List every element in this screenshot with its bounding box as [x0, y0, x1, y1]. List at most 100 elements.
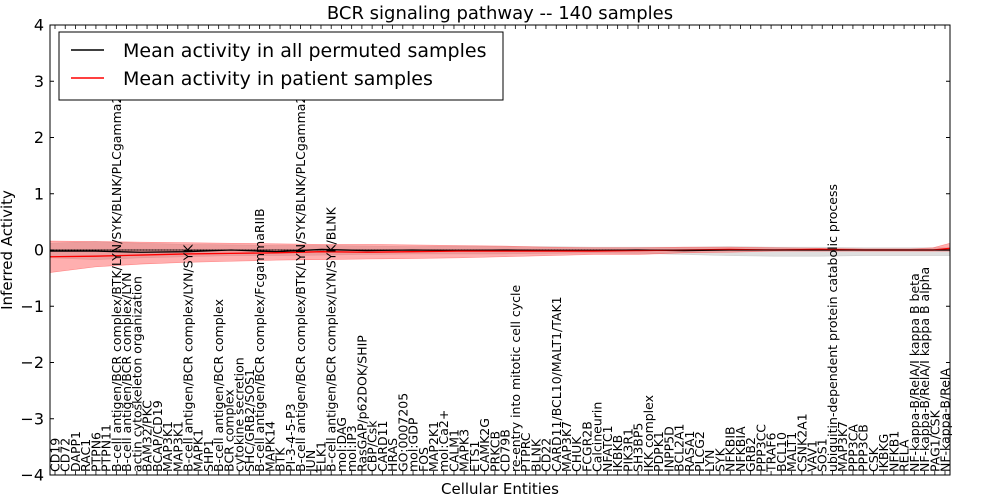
- x-category-label: INPP5D: [661, 426, 676, 472]
- x-category-label: B-cell antigen/BCR complex: [211, 299, 226, 472]
- x-category-label: JUN: [303, 450, 318, 473]
- x-category-label: BCL2A1: [672, 423, 687, 472]
- x-category-label: PTPN11: [99, 424, 114, 472]
- x-category-label: RELA: [897, 439, 912, 472]
- x-category-label: CSK: [866, 446, 881, 472]
- x-axis-label: Cellular Entities: [441, 480, 559, 498]
- x-category-label: B-cell antigen/BCR complex/BTK/LYN/SYK/B…: [109, 41, 124, 472]
- x-category-label: MALT1: [784, 432, 799, 472]
- x-category-label: PIK3R1: [620, 428, 635, 472]
- x-category-label: TRAF6: [764, 432, 779, 473]
- y-tick-label: −4: [20, 466, 44, 485]
- x-category-label: BCL10: [774, 432, 789, 472]
- y-axis-label: Inferred Activity: [0, 190, 16, 310]
- x-category-label: actin cytoskeleton organization: [129, 276, 144, 472]
- x-category-label: GRB2: [743, 437, 758, 472]
- chart-title: BCR signaling pathway -- 140 samples: [327, 3, 673, 24]
- x-category-label: PTPN6: [88, 432, 103, 472]
- x-category-label: CBP/Csk: [365, 420, 380, 472]
- x-category-label: IKBKB: [610, 435, 625, 472]
- x-category-label: NF-kappa-B/RelA/I kappa B alpha: [917, 267, 932, 472]
- x-category-label: PTPRC: [518, 432, 533, 472]
- y-tick-label: 2: [34, 128, 44, 147]
- x-category-label: NFKBIB: [723, 426, 738, 472]
- x-category-label: mol:GDP: [406, 417, 421, 472]
- x-category-label: MAP3K7: [559, 421, 574, 472]
- x-category-label: SHC/GRB2/SOS1: [242, 369, 257, 472]
- legend-box: [58, 31, 504, 101]
- x-category-label: CARD11/BCL10/MALT1/TAK1: [549, 296, 564, 472]
- x-category-label: PPP3CA: [845, 424, 860, 472]
- x-category-label: PRKCB: [487, 431, 502, 472]
- x-category-label: NF-kappa-B/RelA/I kappa B beta: [907, 273, 922, 472]
- y-tick-label: 3: [34, 72, 44, 91]
- y-axis: −4 −3 −2 −1 0 1 2 3 4: [20, 16, 44, 485]
- x-category-label: BLNK: [528, 438, 543, 472]
- x-category-label: BTK: [273, 447, 288, 472]
- x-category-label: CARD11: [375, 421, 390, 473]
- x-category-label: mol:IP3: [344, 425, 359, 472]
- y-tick-label: −1: [20, 297, 44, 316]
- x-category-label: B-cell antigen/BCR complex/FcgammaRIIB: [252, 208, 267, 472]
- y-tick-label: 0: [34, 241, 44, 260]
- x-category-label: HRAS: [385, 438, 400, 472]
- x-category-label: NFATC1: [600, 425, 615, 472]
- x-category-label: BAM32/PKC: [140, 400, 155, 472]
- x-category-label: IKBKG: [876, 434, 891, 472]
- x-category-label: NF-kappa-B/RelA: [938, 368, 953, 472]
- x-category-label: CSNK2A1: [794, 413, 809, 472]
- legend: Mean activity in all permuted samples Mea…: [58, 31, 504, 101]
- x-category-label: NFKB1: [886, 431, 901, 472]
- x-category-label: CD22: [539, 438, 554, 472]
- x-category-label: B-cell antigen/BCR complex/LYN: [119, 273, 134, 473]
- x-category-label: SOS1: [815, 438, 830, 472]
- x-category-label: FCGR2B: [579, 421, 594, 472]
- x-category-label: PPP3CB: [856, 424, 871, 472]
- legend-label: Mean activity in patient samples: [123, 68, 433, 90]
- x-category-label: CD72: [58, 438, 73, 472]
- y-tick-label: −3: [20, 409, 44, 428]
- x-category-label: ELK1: [313, 441, 328, 472]
- x-category-label: VAV1: [805, 440, 820, 472]
- x-category-label: Calcineurin: [590, 402, 605, 472]
- x-category-label: PAG1/CSK: [927, 409, 942, 472]
- y-tick-label: 1: [34, 184, 44, 203]
- x-category-label: MAP2K1: [426, 421, 441, 472]
- x-category-label: NFKBIA: [733, 426, 748, 472]
- y-tick-label: −2: [20, 353, 44, 372]
- x-category-label: cytokine secretion: [232, 357, 247, 472]
- x-category-label: MAPK3: [457, 429, 472, 472]
- x-category-label: GO:0007205: [395, 393, 410, 472]
- x-category-label: RasGAP/p62DOK/SHIP: [354, 335, 369, 472]
- x-category-label: SH3BP5: [631, 423, 646, 472]
- x-category-label: FOS: [416, 447, 431, 472]
- x-category-label: SHP1: [201, 439, 216, 472]
- x-category-label: MAPK14: [262, 421, 277, 472]
- x-category-label: DAPP1: [68, 431, 83, 472]
- x-category-label: re-entry into mitotic cell cycle: [508, 284, 523, 472]
- x-category-label: BCAP/CD19: [150, 400, 165, 472]
- x-category-label: B-cell antigen/BCR complex/LYN/SYK/BLNK: [324, 206, 339, 472]
- x-category-label: RASA1: [682, 431, 697, 472]
- x-category-label: IKK complex: [641, 395, 656, 472]
- x-category-label: BCR complex: [221, 389, 236, 472]
- x-category-label: CAMK2G: [477, 418, 492, 472]
- x-category-label: PI-3-4-5-P3: [283, 403, 298, 472]
- x-category-label: ubiquitin-dependent protein catabolic pr…: [825, 184, 840, 472]
- x-category-label: ETS1: [467, 441, 482, 472]
- series-lines: [49, 247, 951, 258]
- x-category-label: CD79B: [498, 429, 513, 472]
- x-category-label: PPP3CC: [753, 424, 768, 472]
- y-tick-label: 4: [34, 16, 44, 35]
- x-category-label: CALM1: [446, 429, 461, 472]
- x-category-label: SYK: [712, 447, 727, 472]
- x-category-label: RAC1: [78, 439, 93, 472]
- x-category-label: MAP3K1: [160, 421, 175, 472]
- x-category-label: PLCG2: [692, 431, 707, 472]
- x-category-label: CD19: [48, 438, 63, 472]
- plot-frame: [49, 24, 951, 476]
- x-category-label: MAPK1: [191, 429, 206, 472]
